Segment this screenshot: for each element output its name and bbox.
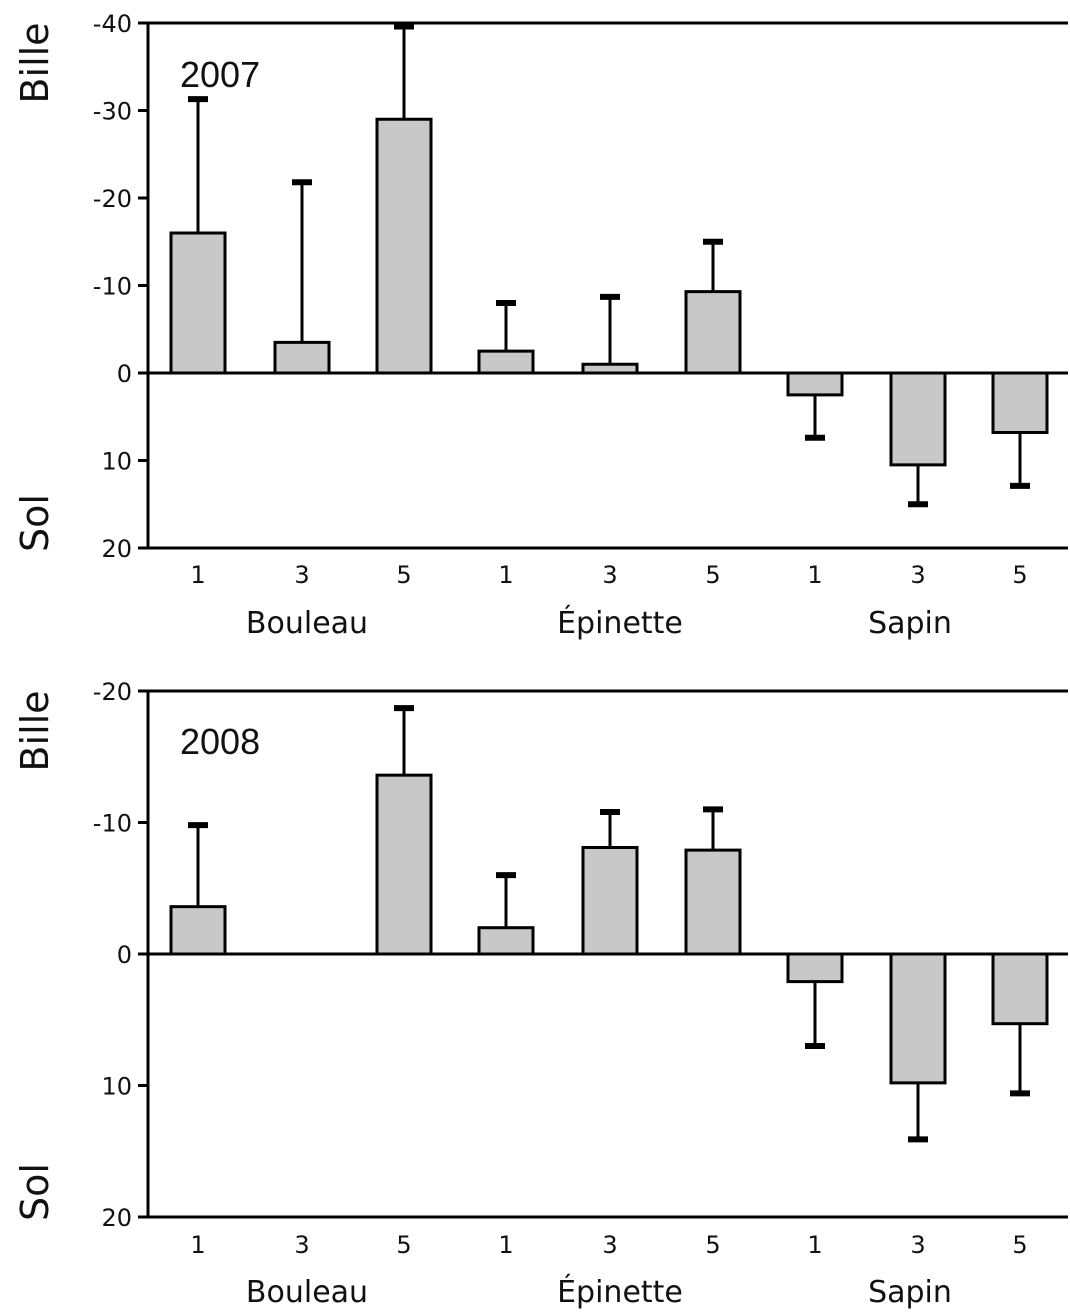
x-tick-label: 1 [190, 1231, 205, 1259]
x-tick-label: 1 [807, 1231, 822, 1259]
x-tick-label: 5 [1012, 561, 1027, 589]
x-tick-label: 1 [807, 561, 822, 589]
y-label-bille: Bille [13, 22, 57, 103]
x-tick-label: 3 [602, 1231, 617, 1259]
group-label: Sapin [868, 606, 952, 641]
x-tick-label: 5 [396, 561, 411, 589]
chart-panel-2007: -40 -30 -20 -10 0 10 20 1 3 5 1 3 5 1 3 5 Bouleau Épinett… [13, 10, 1068, 641]
x-tick-label: 5 [396, 1231, 411, 1259]
bar [375, 773, 433, 956]
group-label: Bouleau [246, 606, 368, 641]
y-tick-label: 20 [101, 535, 132, 563]
y-tick-label: -30 [93, 98, 132, 126]
y-tick-label: -40 [93, 10, 132, 38]
y-tick-label: 0 [117, 941, 132, 969]
x-tick-label: 3 [294, 1231, 309, 1259]
bar [375, 117, 433, 375]
y-label-sol: Sol [13, 494, 57, 552]
bar [889, 952, 947, 1085]
x-tick-label: 1 [498, 561, 513, 589]
x-tick-label: 1 [190, 561, 205, 589]
bar [991, 371, 1049, 434]
bar [477, 926, 535, 956]
group-label: Sapin [868, 1275, 952, 1310]
bar [786, 952, 844, 984]
bar [581, 845, 639, 956]
bar [786, 371, 844, 397]
bar [169, 231, 227, 375]
bar [684, 848, 742, 956]
y-tick-label: 10 [101, 448, 132, 476]
y-tick-label: -20 [93, 185, 132, 213]
y-tick-label: -20 [93, 678, 132, 706]
panel-title: 2008 [180, 721, 260, 762]
panel-title: 2007 [180, 54, 260, 95]
bar [684, 290, 742, 375]
group-label: Épinette [557, 1274, 683, 1310]
bar [581, 362, 639, 375]
bar [889, 371, 947, 467]
y-tick-label: 20 [101, 1204, 132, 1232]
y-tick-label: -10 [93, 810, 132, 838]
y-label-bille: Bille [13, 690, 57, 771]
y-tick-label: 0 [117, 360, 132, 388]
x-tick-label: 3 [294, 561, 309, 589]
y-tick-label: -10 [93, 273, 132, 301]
x-tick-label: 5 [1012, 1231, 1027, 1259]
x-tick-label: 3 [910, 1231, 925, 1259]
x-tick-label: 3 [602, 561, 617, 589]
x-tick-label: 3 [910, 561, 925, 589]
bar [169, 905, 227, 956]
bar [273, 340, 331, 375]
x-tick-label: 5 [705, 1231, 720, 1259]
bar [477, 349, 535, 375]
y-tick-label: 10 [101, 1073, 132, 1101]
group-label: Bouleau [246, 1275, 368, 1310]
x-tick-label: 1 [498, 1231, 513, 1259]
group-label: Épinette [557, 605, 683, 641]
y-label-sol: Sol [13, 1163, 57, 1221]
x-tick-label: 5 [705, 561, 720, 589]
bar [991, 952, 1049, 1026]
chart-panel-2008: -20 -10 0 10 20 1 3 5 1 3 5 1 3 5 Bouleau Épinette Sapin… [13, 678, 1068, 1310]
